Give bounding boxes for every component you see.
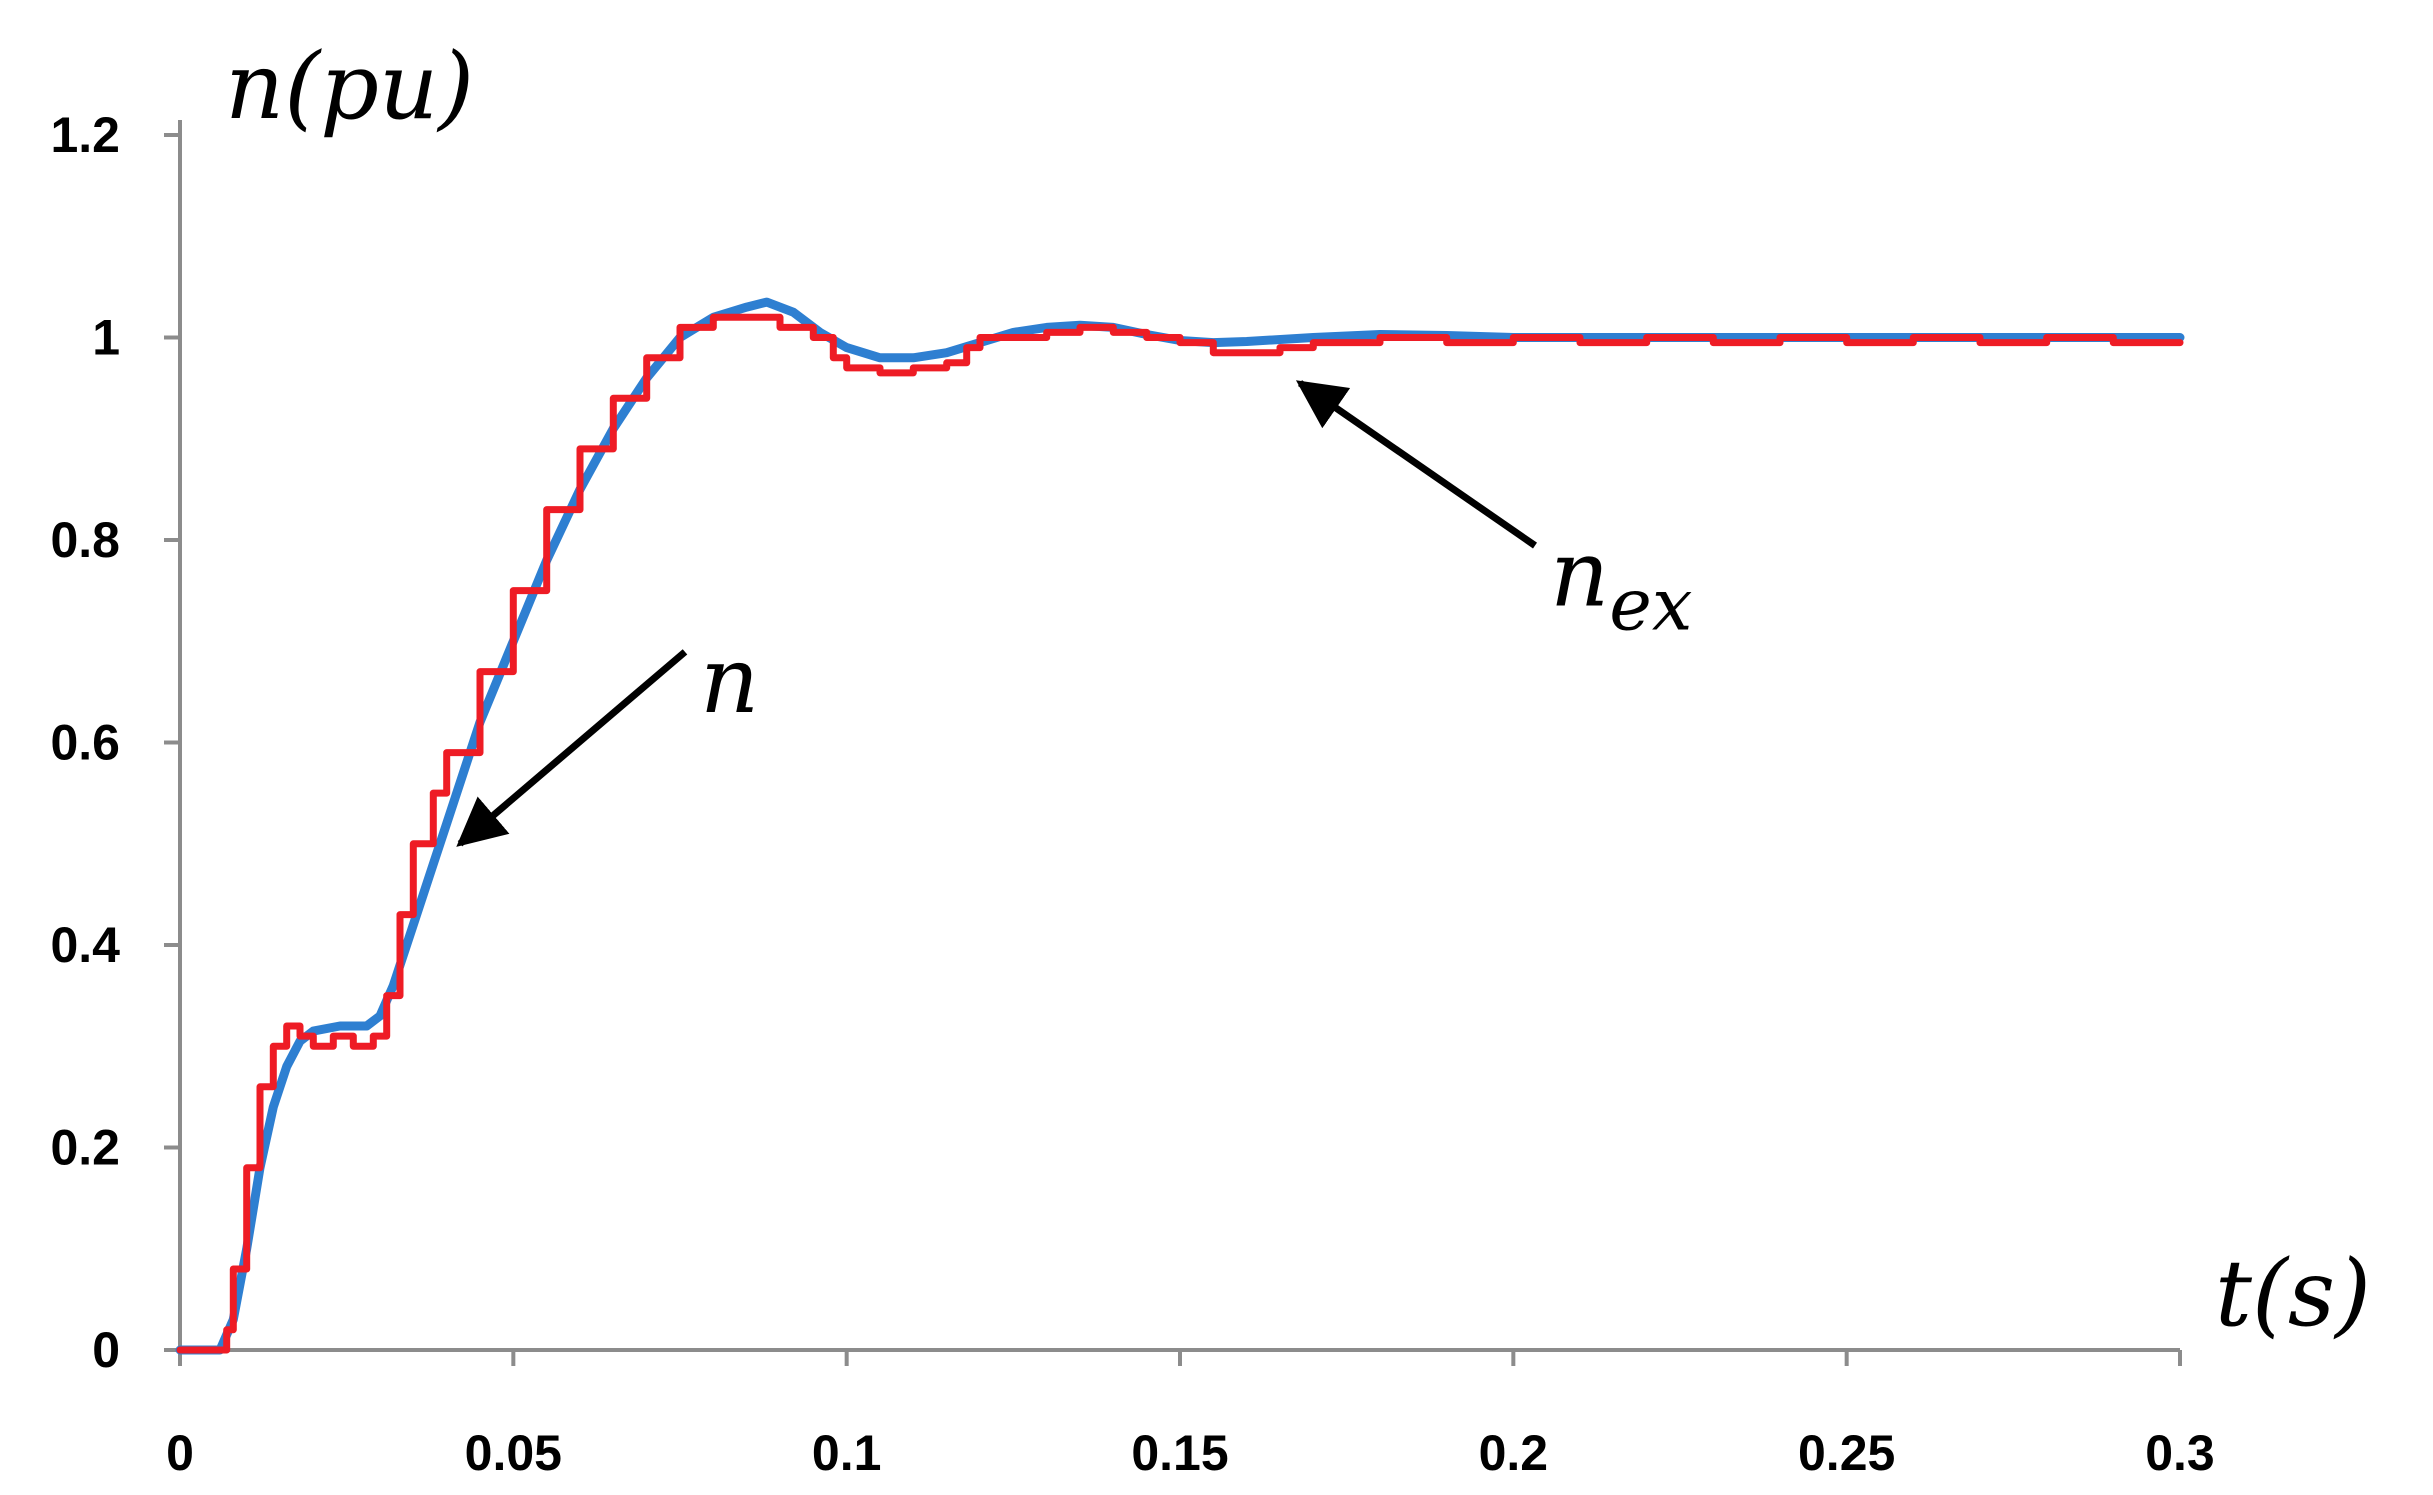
annotation-label-n: n [700, 627, 759, 734]
x-tick-label: 0 [166, 1425, 194, 1481]
x-tick-label: 0.05 [465, 1425, 562, 1481]
series-layer [175, 297, 2185, 1355]
annotation-arrow-n-ex [1295, 380, 1537, 549]
x-axis-label: t(s) [2215, 1240, 2371, 1347]
series-line-n-ex [176, 313, 2184, 1354]
annotation-arrow-n [456, 649, 688, 847]
y-tick-label: 0.6 [50, 715, 120, 771]
x-tick-label: 0.1 [812, 1425, 882, 1481]
series-line-n [175, 297, 2185, 1355]
y-tick-label: 0.4 [50, 917, 120, 973]
y-tick-group: 0 0.2 0.4 0.6 0.8 1 1.2 [50, 107, 180, 1378]
y-axis-label: n(pu) [225, 33, 474, 140]
x-tick-label: 0.3 [2145, 1425, 2215, 1481]
y-tick-label: 0.8 [50, 512, 120, 568]
y-tick-label: 0.2 [50, 1120, 120, 1176]
x-tick-label: 0.15 [1131, 1425, 1228, 1481]
annotation-layer: n nex [456, 380, 1692, 847]
y-tick-label: 0 [92, 1322, 120, 1378]
x-tick-group: 0 0.05 0.1 0.15 0.2 0.25 0.3 [166, 1350, 2215, 1481]
x-tick-label: 0.25 [1798, 1425, 1895, 1481]
y-tick-label: 1 [92, 310, 120, 366]
x-tick-label: 0.2 [1479, 1425, 1549, 1481]
annotation-label-n-ex: nex [1550, 521, 1692, 647]
y-tick-label: 1.2 [50, 107, 120, 163]
